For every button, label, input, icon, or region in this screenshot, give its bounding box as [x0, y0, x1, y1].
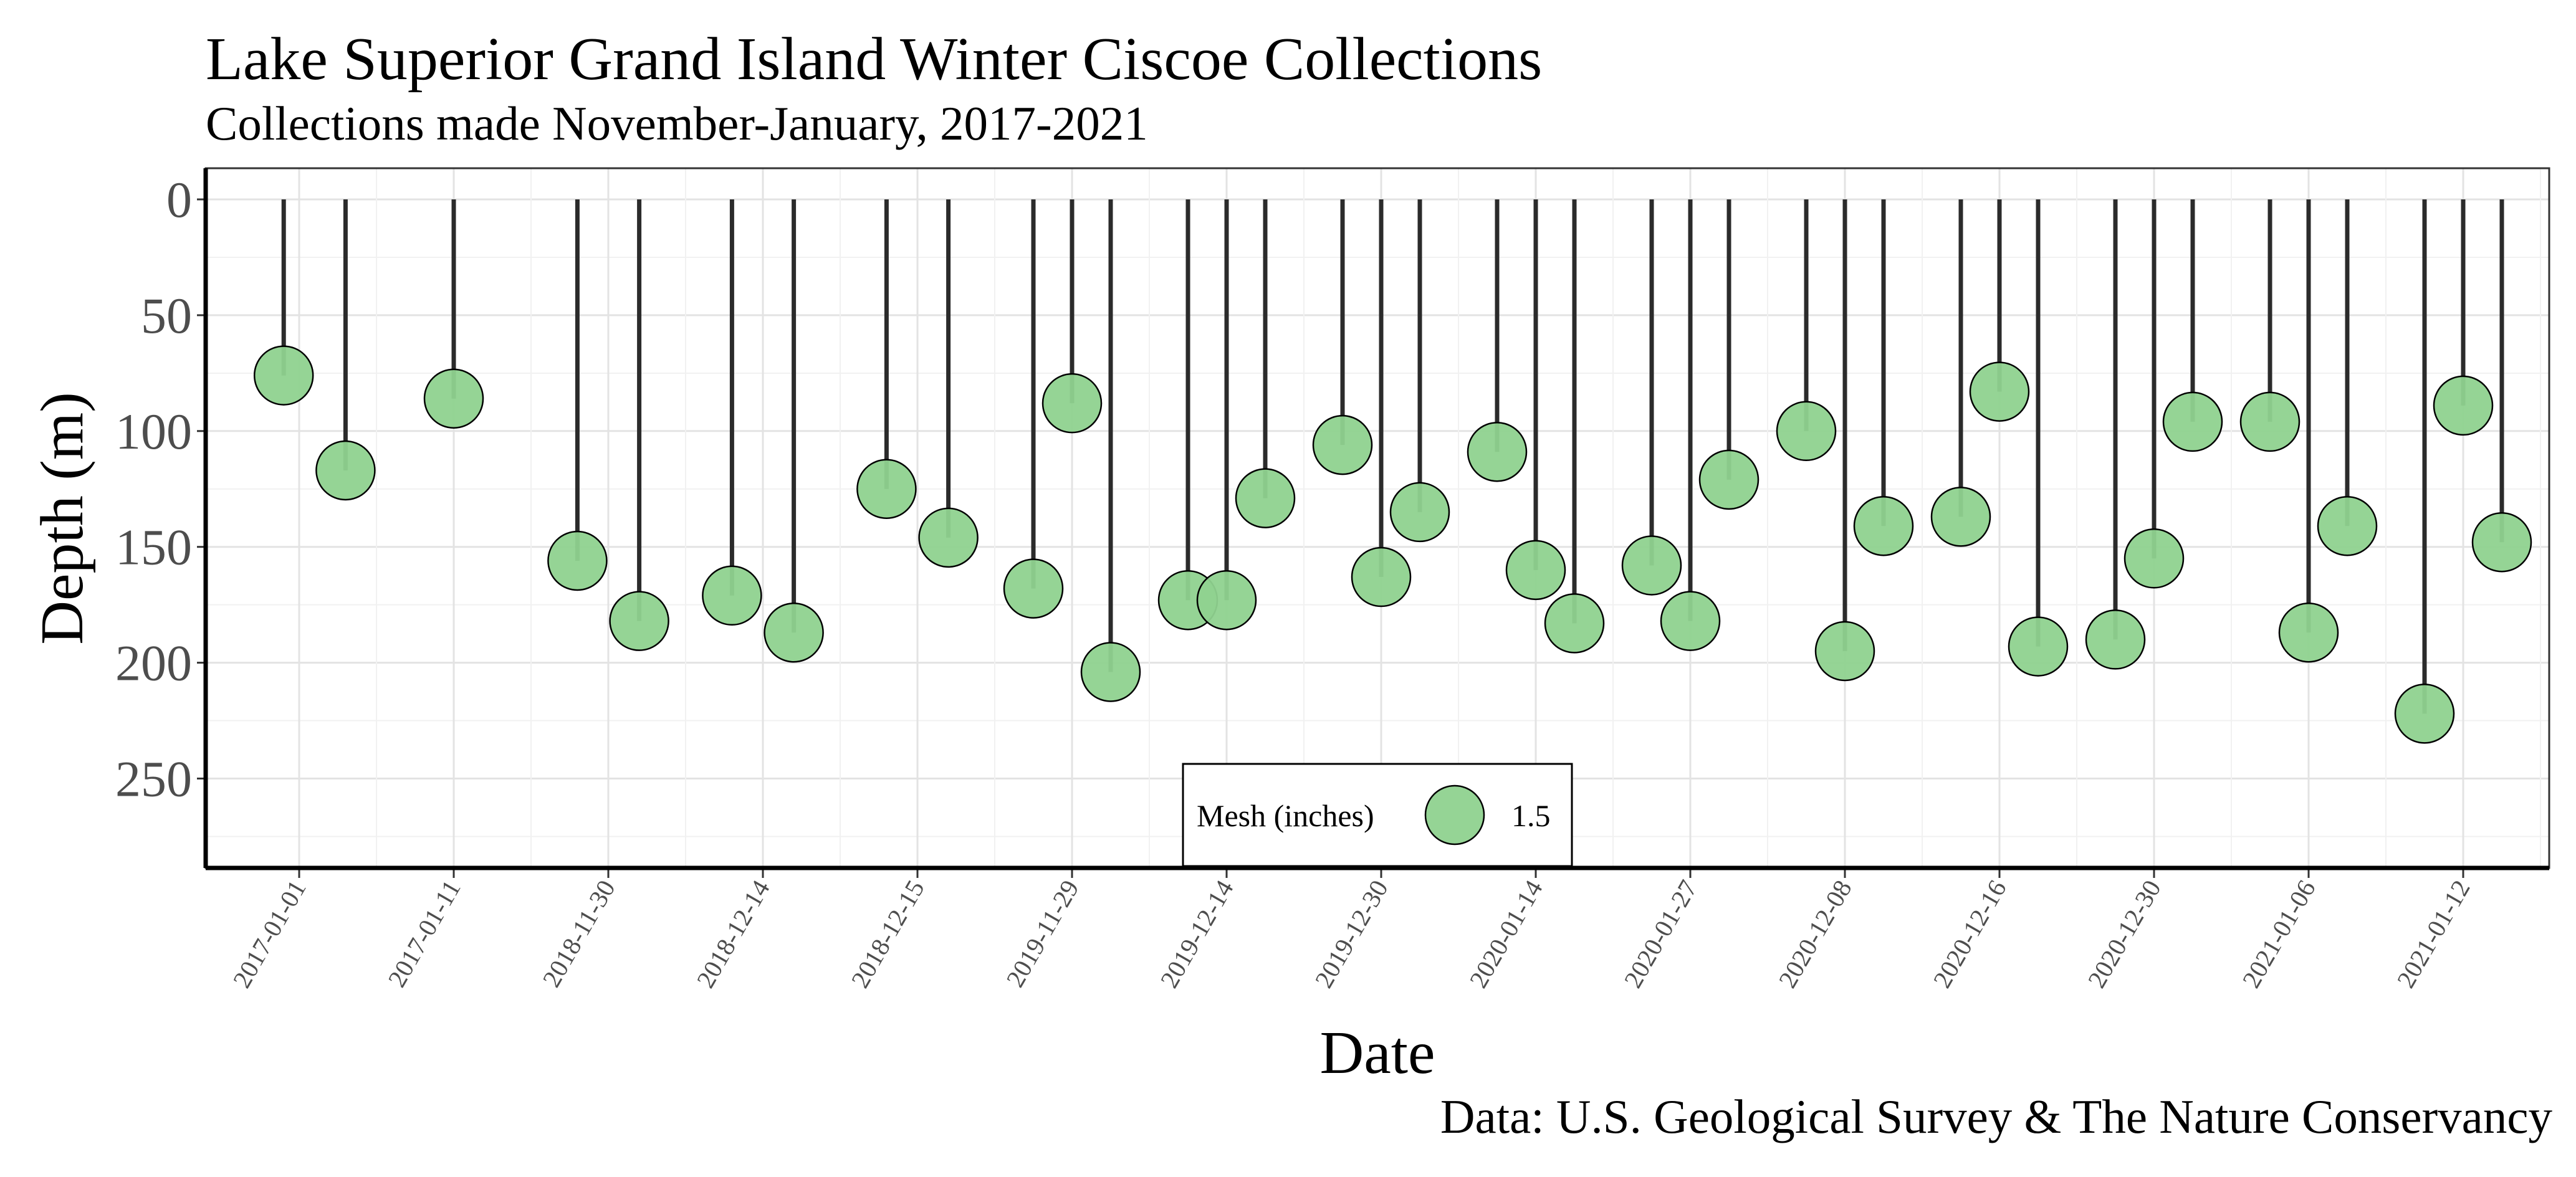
- x-tick-label: 2020-12-16: [1927, 875, 2011, 993]
- data-point: [1776, 401, 1837, 462]
- legend-title: Mesh (inches): [1197, 798, 1374, 833]
- data-point: [1505, 540, 1566, 601]
- plot-panel: [206, 168, 2549, 868]
- data-point: [2162, 391, 2223, 452]
- y-tick-label: 100: [115, 403, 192, 460]
- data-point: [2433, 375, 2494, 436]
- x-tick-label: 2021-01-06: [2236, 875, 2320, 993]
- x-tick-label: 2018-12-14: [691, 875, 775, 993]
- x-tick-label: 2021-01-12: [2391, 875, 2475, 993]
- data-point: [1389, 482, 1450, 543]
- data-point: [1660, 591, 1721, 651]
- data-point: [2085, 609, 2146, 670]
- data-point: [2008, 616, 2069, 677]
- data-marks: [253, 199, 2532, 744]
- data-point: [1003, 558, 1064, 619]
- x-tick-label: 2020-01-14: [1463, 875, 1548, 993]
- x-tick-label: 2017-01-11: [382, 875, 466, 992]
- y-axis-title: Depth (m): [29, 392, 96, 645]
- x-tick-label: 2020-01-27: [1618, 875, 1702, 993]
- data-point: [1080, 642, 1141, 702]
- chart-subtitle: Collections made November-January, 2017-…: [206, 97, 1148, 150]
- data-point: [2394, 684, 2455, 744]
- data-point: [1041, 373, 1103, 434]
- data-point: [2471, 512, 2532, 573]
- legend-box: [1182, 763, 1573, 867]
- data-point: [1312, 414, 1373, 475]
- x-tick-label: 2020-12-30: [2082, 875, 2166, 993]
- x-tick-label: 2017-01-01: [227, 875, 311, 993]
- x-tick-label: 2019-12-30: [1309, 875, 1393, 993]
- data-point: [2124, 528, 2185, 589]
- data-point: [1467, 422, 1528, 482]
- y-tick-label: 150: [115, 519, 192, 576]
- data-point: [1814, 621, 1875, 682]
- y-tick-label: 200: [115, 635, 192, 692]
- data-point: [1621, 535, 1682, 596]
- y-tick-label: 50: [141, 287, 192, 344]
- y-tick-label: 250: [115, 751, 192, 808]
- data-point: [1235, 468, 1296, 528]
- x-tick-label: 2020-12-08: [1773, 875, 1857, 993]
- x-tick-label: 2019-11-29: [1000, 875, 1085, 992]
- chart-caption: Data: U.S. Geological Survey & The Natur…: [1440, 1090, 2553, 1143]
- data-point: [1196, 569, 1257, 631]
- chart-title: Lake Superior Grand Island Winter Ciscoe…: [206, 26, 1542, 93]
- data-point: [1853, 495, 1914, 556]
- data-point: [423, 368, 484, 429]
- legend-entry-label: 1.5: [1511, 798, 1551, 833]
- data-point: [856, 459, 917, 519]
- data-point: [2278, 603, 2339, 663]
- y-tick-label: 0: [166, 171, 192, 228]
- data-point: [253, 345, 314, 406]
- data-point: [918, 507, 979, 568]
- data-point: [609, 591, 669, 651]
- x-tick-label: 2018-12-15: [845, 875, 929, 993]
- x-tick-label: 2018-11-30: [537, 875, 621, 992]
- data-point: [1698, 449, 1760, 510]
- data-point: [547, 530, 608, 591]
- legend-key-circle: [1424, 784, 1485, 846]
- data-point: [1930, 487, 1991, 547]
- data-point: [2239, 391, 2301, 452]
- legend: Mesh (inches) 1.5: [1182, 763, 1573, 867]
- data-point: [702, 565, 762, 626]
- data-point: [1969, 361, 2030, 422]
- data-point: [315, 440, 376, 501]
- x-axis-title: Date: [1320, 1019, 1435, 1087]
- data-point: [1544, 593, 1605, 654]
- data-point: [764, 603, 824, 663]
- data-point: [2317, 495, 2378, 556]
- x-tick-label: 2019-12-14: [1154, 875, 1238, 993]
- data-point: [1351, 546, 1412, 608]
